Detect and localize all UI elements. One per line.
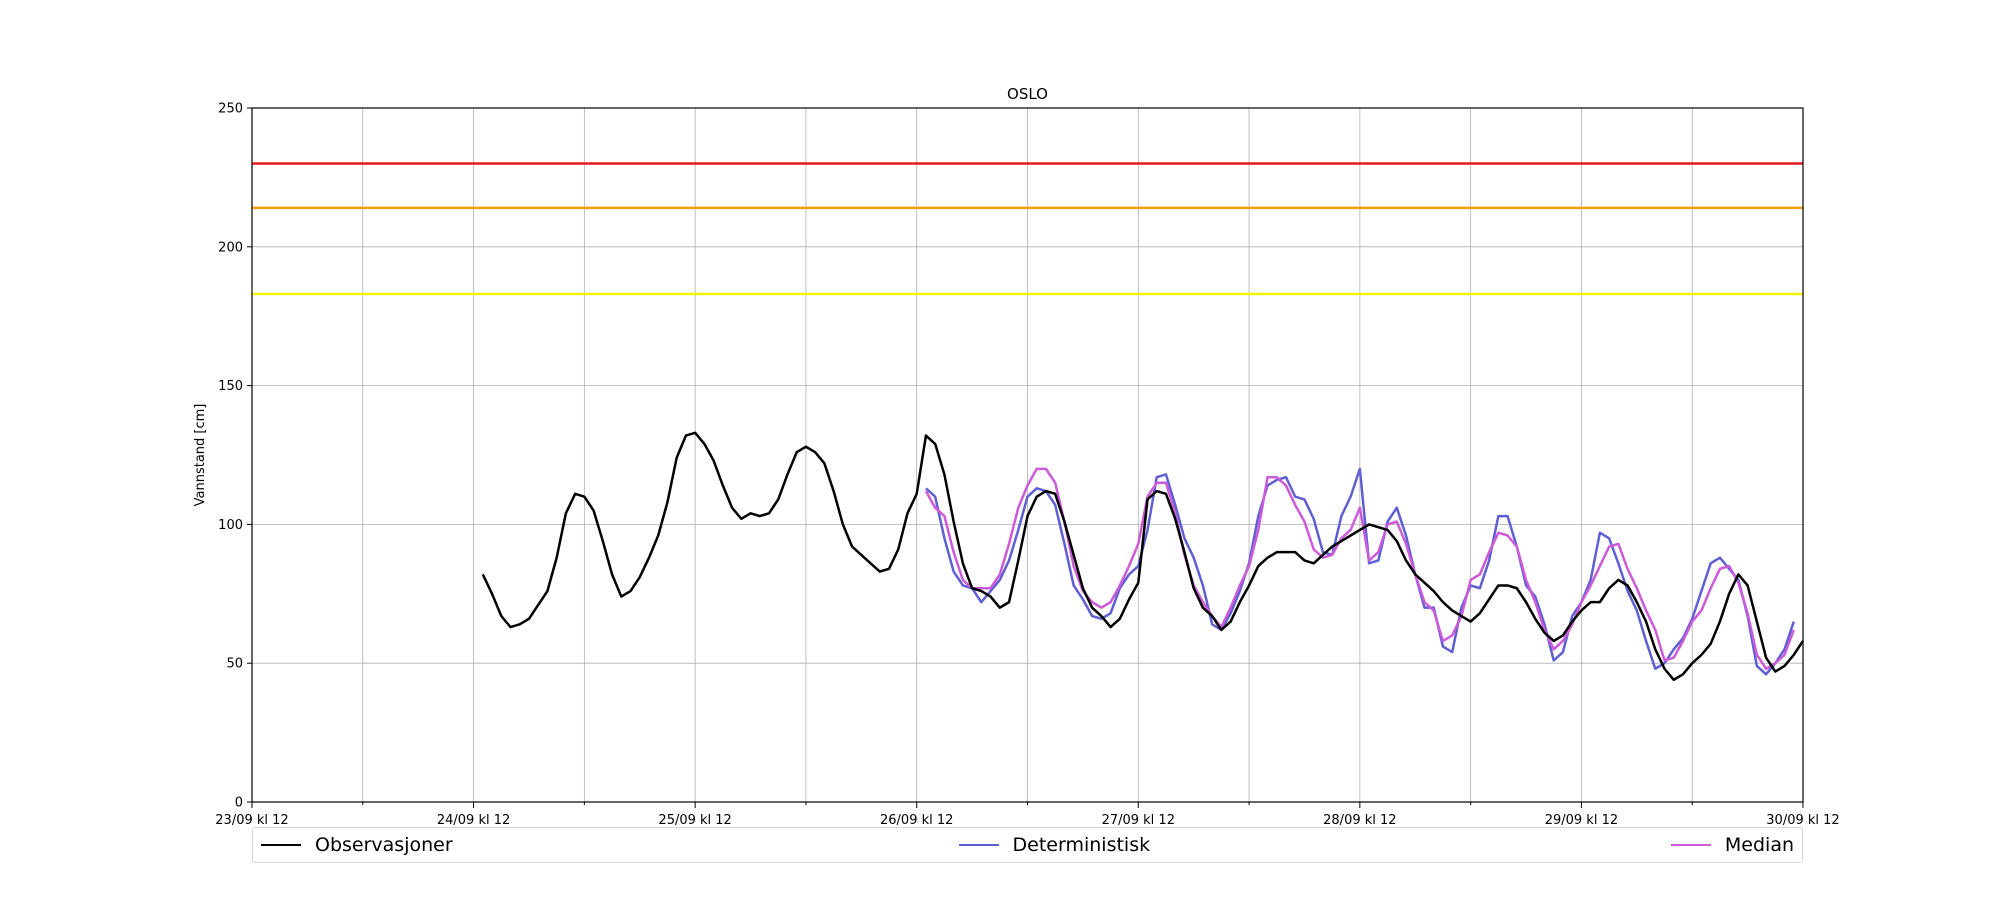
series-line-deterministisk [925,467,1795,676]
legend: Observasjoner Deterministisk Median [252,827,1803,863]
x-tick-label: 26/09 kl 12 [880,813,953,828]
x-tick-label: 29/09 kl 12 [1545,813,1618,828]
y-axis: 0 50 100 150 200 250 [218,102,252,811]
legend-item: Observasjoner [261,828,453,862]
y-tick-label: 50 [226,657,243,672]
legend-label: Observasjoner [315,834,453,856]
x-tick-label: 25/09 kl 12 [658,813,731,828]
threshold-lines [252,162,1803,296]
legend-swatch [261,844,301,846]
y-tick-label: 0 [235,796,243,811]
y-tick-label: 250 [218,102,243,117]
grid [251,107,1804,803]
y-tick-label: 150 [218,379,243,394]
x-tick-label: 28/09 kl 12 [1323,813,1396,828]
x-tick-label: 27/09 kl 12 [1102,813,1175,828]
y-tick-label: 100 [218,518,243,533]
y-tick-label: 200 [218,240,243,255]
x-axis: 23/09 kl 12 24/09 kl 12 25/09 kl 12 26/09 k… [215,802,1840,828]
series-lines [481,431,1805,682]
y-axis-label: Vannstand [cm] [193,404,208,507]
legend-item: Deterministisk [958,828,1151,862]
series-line-median [924,467,1795,670]
legend-label: Deterministisk [1012,834,1151,856]
legend-swatch [958,844,999,846]
x-tick-label: 24/09 kl 12 [437,813,510,828]
x-tick-label: 30/09 kl 12 [1766,813,1839,828]
series-line-observasjoner [481,431,1805,682]
legend-item: Median [1670,828,1794,862]
legend-swatch [1670,844,1711,846]
chart-title: OSLO [1007,85,1048,103]
x-tick-label: 23/09 kl 12 [215,813,288,828]
legend-label: Median [1724,834,1794,856]
